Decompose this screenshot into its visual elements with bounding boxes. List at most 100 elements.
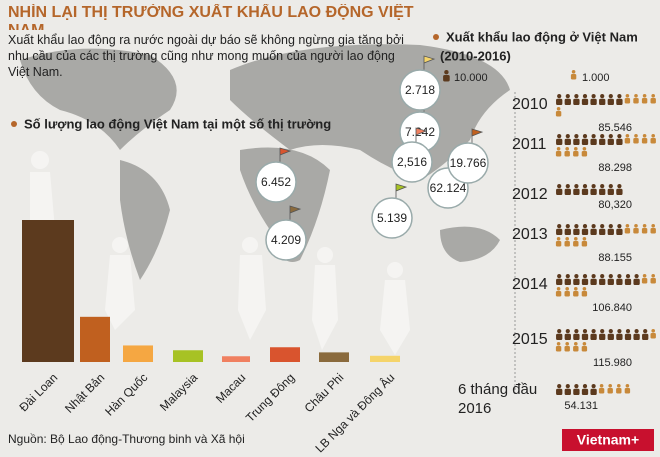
person-icon	[443, 70, 450, 82]
flag	[289, 205, 302, 220]
person-icon	[581, 184, 589, 196]
icon-body	[556, 278, 563, 286]
icon-head	[556, 237, 561, 241]
icon-head	[557, 329, 562, 334]
icon-head	[557, 274, 562, 279]
value-label: 115.980	[593, 357, 632, 369]
icon-head	[582, 342, 587, 346]
bullet	[11, 121, 17, 127]
person-icon	[650, 134, 656, 144]
icon-head	[625, 94, 630, 98]
icon-head	[608, 384, 612, 388]
icon-body	[573, 241, 579, 247]
icon-body	[624, 98, 631, 104]
flag	[279, 147, 292, 162]
person-icon	[564, 94, 571, 106]
icon-head	[565, 224, 570, 229]
year-label: 2015	[512, 331, 548, 348]
icon-body	[650, 278, 656, 284]
icon-head	[574, 184, 579, 189]
icon-body	[607, 188, 614, 196]
title: NHÌN LẠI THỊ TRƯỜNG XUẤT KHẨU LAO ĐỘNG V…	[8, 4, 414, 30]
person-icon	[616, 384, 622, 394]
icon-body	[633, 98, 639, 104]
icon-head	[617, 94, 622, 99]
map-value-label: 2.718	[405, 83, 435, 97]
person-icon	[590, 384, 597, 396]
icon-body	[590, 388, 597, 396]
icon-body	[564, 241, 570, 247]
icon-head	[617, 224, 622, 229]
icon-head	[574, 94, 579, 99]
icon-body	[624, 388, 631, 394]
icon-head	[565, 184, 570, 189]
icon-body	[599, 138, 606, 146]
icon-head	[565, 329, 570, 334]
person-icon	[573, 224, 580, 236]
person-icon	[616, 329, 623, 341]
map-value-label: 62.124	[430, 181, 467, 195]
icon-head	[600, 184, 605, 189]
icon-head	[617, 184, 622, 189]
value-label: 88.298	[598, 162, 632, 174]
icon-body	[564, 188, 571, 196]
icon-head	[582, 329, 588, 334]
person-icon	[624, 274, 632, 286]
icon-body	[624, 278, 632, 286]
icon-body	[642, 333, 649, 341]
icon-body	[633, 138, 639, 144]
icon-body	[590, 228, 597, 236]
icon-body	[581, 278, 589, 286]
icon-body	[607, 228, 614, 236]
bar	[319, 352, 349, 362]
icon-body	[599, 278, 606, 286]
icon-head	[617, 274, 622, 279]
person-icon	[599, 224, 606, 236]
icon-body	[564, 346, 570, 352]
person-icon	[573, 274, 580, 286]
person-icon	[555, 147, 562, 157]
person-icon	[555, 107, 562, 117]
icon-head	[651, 224, 655, 228]
person-icon	[633, 134, 639, 144]
icon-body	[607, 278, 614, 286]
pictogram-subtitle: (2010-2016)	[440, 48, 511, 63]
icon-body	[650, 98, 656, 104]
icon-body	[564, 228, 571, 236]
person-icon	[650, 274, 656, 284]
icon-head	[556, 287, 561, 291]
icon-body	[573, 98, 580, 106]
icon-body	[590, 98, 597, 106]
icon-head	[608, 94, 613, 99]
icon-body	[573, 291, 579, 297]
person-icon	[564, 224, 571, 236]
icon-head	[634, 329, 639, 334]
icon-body	[598, 388, 605, 394]
person-icon	[590, 329, 597, 341]
icon-head	[634, 94, 638, 98]
icon-head	[608, 134, 613, 139]
person-icon	[573, 384, 580, 396]
person-icon	[564, 287, 570, 297]
icon-body	[564, 151, 570, 157]
person-icon	[624, 329, 632, 341]
person-icon	[573, 329, 580, 341]
person-icon	[607, 224, 614, 236]
icon-body	[556, 138, 563, 146]
icon-head	[582, 287, 587, 291]
icon-body	[556, 228, 563, 236]
person-icon	[581, 94, 589, 106]
person-icon	[564, 147, 570, 157]
person-icon	[581, 224, 589, 236]
icon-body	[616, 388, 622, 394]
icon-body	[616, 188, 623, 196]
category-label: Malaysia	[157, 370, 201, 414]
category-label: Macau	[213, 370, 248, 405]
icon-body	[573, 346, 579, 352]
icon-head	[565, 237, 569, 241]
person-icon	[581, 274, 589, 286]
icon-head	[634, 134, 638, 138]
icon-body	[581, 98, 589, 106]
person-icon	[607, 274, 614, 286]
person-icon	[624, 94, 631, 104]
